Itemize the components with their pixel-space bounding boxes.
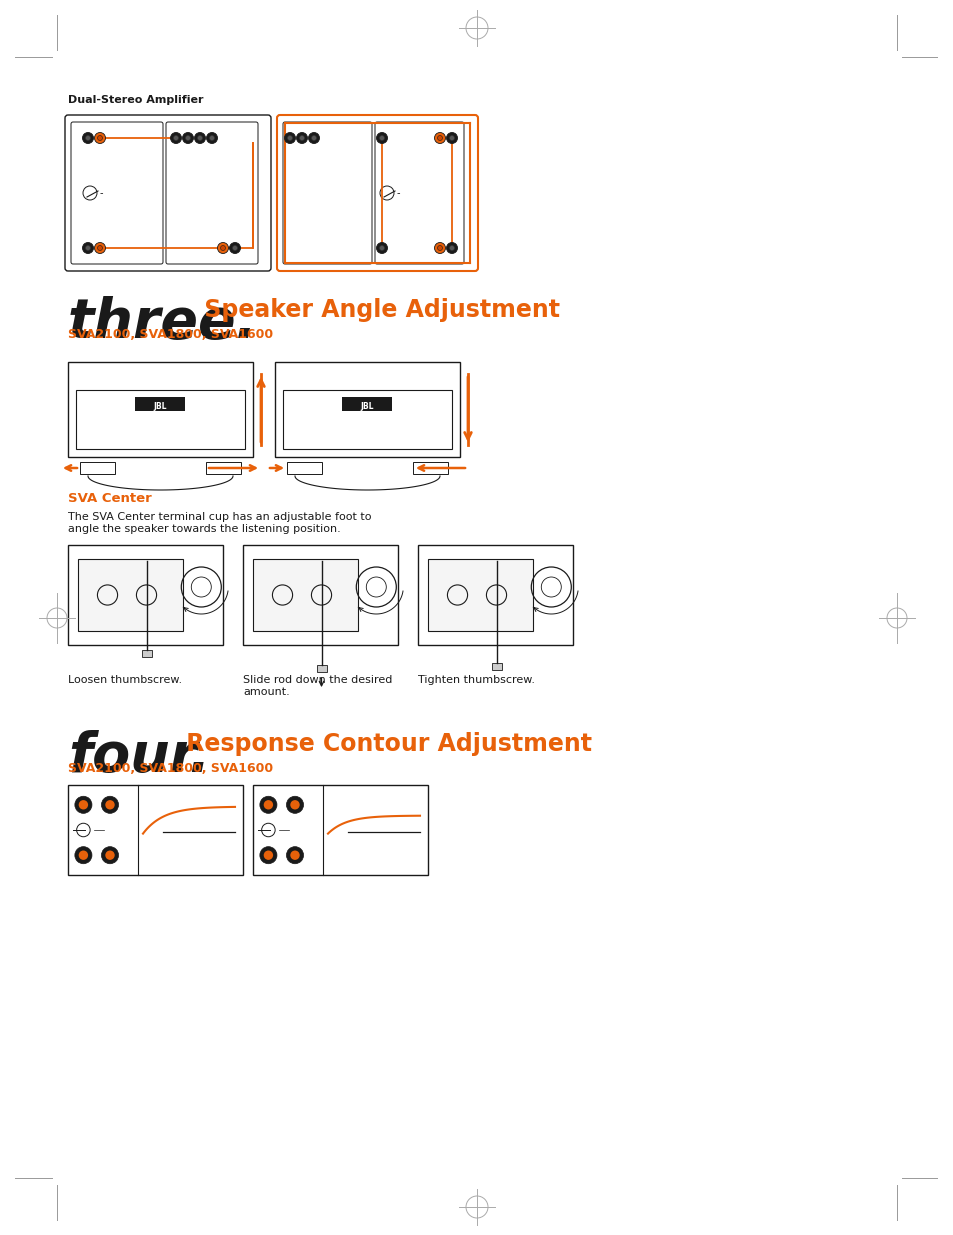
Circle shape bbox=[86, 136, 91, 141]
Bar bbox=[341, 396, 392, 411]
Bar bbox=[417, 545, 573, 645]
Circle shape bbox=[449, 246, 454, 251]
Bar bbox=[428, 559, 533, 631]
Bar bbox=[135, 396, 185, 411]
Text: -: - bbox=[100, 188, 103, 198]
Circle shape bbox=[312, 136, 316, 141]
Circle shape bbox=[233, 246, 237, 251]
Circle shape bbox=[263, 851, 273, 860]
Bar bbox=[76, 390, 245, 450]
Circle shape bbox=[97, 136, 102, 141]
Text: three.: three. bbox=[68, 296, 257, 350]
Circle shape bbox=[78, 800, 88, 809]
Bar bbox=[283, 390, 452, 450]
Circle shape bbox=[82, 132, 93, 143]
Circle shape bbox=[437, 136, 442, 141]
Bar bbox=[253, 559, 358, 631]
Circle shape bbox=[185, 136, 191, 141]
Text: SVA2100, SVA1800, SVA1600: SVA2100, SVA1800, SVA1600 bbox=[68, 762, 273, 776]
Circle shape bbox=[290, 851, 299, 860]
Circle shape bbox=[182, 132, 193, 143]
Circle shape bbox=[86, 246, 91, 251]
Text: four.: four. bbox=[68, 730, 211, 784]
Circle shape bbox=[220, 246, 225, 251]
Text: SVA2100, SVA1800, SVA1600: SVA2100, SVA1800, SVA1600 bbox=[68, 329, 273, 341]
Bar bbox=[253, 785, 428, 876]
Circle shape bbox=[259, 797, 276, 814]
Bar bbox=[413, 462, 448, 474]
Text: angle the speaker towards the listening position.: angle the speaker towards the listening … bbox=[68, 524, 340, 534]
Text: Tighten thumbscrew.: Tighten thumbscrew. bbox=[417, 676, 535, 685]
Circle shape bbox=[230, 242, 240, 253]
Circle shape bbox=[446, 242, 457, 253]
Text: Slide rod down the desired: Slide rod down the desired bbox=[243, 676, 392, 685]
Bar bbox=[491, 663, 501, 671]
Bar bbox=[274, 362, 459, 457]
Circle shape bbox=[437, 246, 442, 251]
Text: Dual-Stereo Amplifier: Dual-Stereo Amplifier bbox=[68, 95, 203, 105]
Bar bbox=[68, 785, 243, 876]
Bar bbox=[78, 559, 183, 631]
Circle shape bbox=[74, 847, 91, 863]
Circle shape bbox=[197, 136, 202, 141]
Circle shape bbox=[217, 242, 229, 253]
Circle shape bbox=[194, 132, 205, 143]
Circle shape bbox=[379, 136, 384, 141]
Circle shape bbox=[284, 132, 295, 143]
Bar bbox=[287, 462, 322, 474]
Circle shape bbox=[263, 800, 273, 809]
Circle shape bbox=[434, 242, 445, 253]
Circle shape bbox=[94, 132, 106, 143]
Circle shape bbox=[379, 246, 384, 251]
Circle shape bbox=[105, 851, 114, 860]
Circle shape bbox=[259, 847, 276, 863]
Text: Response Contour Adjustment: Response Contour Adjustment bbox=[178, 732, 592, 756]
Circle shape bbox=[94, 242, 106, 253]
Text: The SVA Center terminal cup has an adjustable foot to: The SVA Center terminal cup has an adjus… bbox=[68, 513, 371, 522]
Circle shape bbox=[74, 797, 91, 814]
Circle shape bbox=[101, 847, 118, 863]
Bar bbox=[68, 545, 223, 645]
Circle shape bbox=[101, 797, 118, 814]
Text: Loosen thumbscrew.: Loosen thumbscrew. bbox=[68, 676, 182, 685]
Circle shape bbox=[171, 132, 181, 143]
Circle shape bbox=[78, 851, 88, 860]
Text: Speaker Angle Adjustment: Speaker Angle Adjustment bbox=[195, 298, 559, 322]
Bar bbox=[68, 362, 253, 457]
Circle shape bbox=[376, 132, 387, 143]
Text: SVA Center: SVA Center bbox=[68, 492, 152, 505]
Circle shape bbox=[287, 136, 293, 141]
Bar bbox=[141, 650, 152, 657]
Text: -: - bbox=[396, 188, 400, 198]
Circle shape bbox=[308, 132, 319, 143]
Text: JBL: JBL bbox=[360, 401, 374, 410]
Circle shape bbox=[376, 242, 387, 253]
Circle shape bbox=[446, 132, 457, 143]
Circle shape bbox=[82, 242, 93, 253]
Circle shape bbox=[173, 136, 178, 141]
Circle shape bbox=[97, 246, 102, 251]
Circle shape bbox=[290, 800, 299, 809]
Circle shape bbox=[286, 797, 303, 814]
Circle shape bbox=[105, 800, 114, 809]
Bar bbox=[243, 545, 397, 645]
Circle shape bbox=[299, 136, 304, 141]
Circle shape bbox=[449, 136, 454, 141]
Circle shape bbox=[434, 132, 445, 143]
Text: amount.: amount. bbox=[243, 687, 290, 697]
Bar bbox=[316, 664, 326, 672]
Bar bbox=[80, 462, 115, 474]
Circle shape bbox=[286, 847, 303, 863]
Text: JBL: JBL bbox=[153, 401, 167, 410]
Circle shape bbox=[210, 136, 214, 141]
Circle shape bbox=[296, 132, 307, 143]
Circle shape bbox=[206, 132, 217, 143]
Bar bbox=[206, 462, 241, 474]
